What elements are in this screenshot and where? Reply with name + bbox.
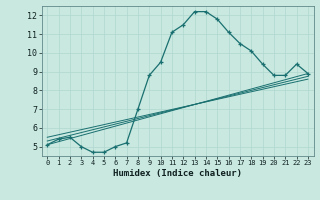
X-axis label: Humidex (Indice chaleur): Humidex (Indice chaleur) xyxy=(113,169,242,178)
